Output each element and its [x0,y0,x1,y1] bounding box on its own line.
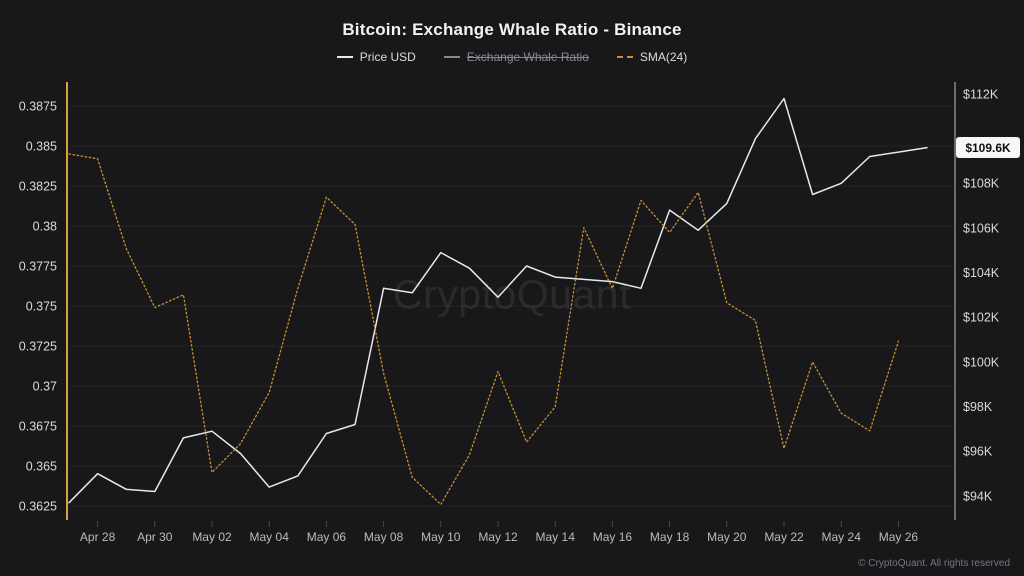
x-axis-tick-label: May 26 [879,530,919,544]
left-axis-tick-label: 0.38 [33,219,57,233]
x-axis-tick-label: May 16 [593,530,633,544]
x-axis-tick-label: May 14 [536,530,576,544]
left-axis-tick-label: 0.3725 [19,339,57,353]
x-axis-tick-label: May 06 [307,530,347,544]
price-line-swatch-icon [336,56,353,58]
left-axis-tick-label: 0.37 [33,379,57,393]
x-axis-tick-label: Apr 30 [137,530,173,544]
x-axis-tick-label: May 12 [478,530,518,544]
x-axis-tick-label: May 20 [707,530,747,544]
left-axis-tick-label: 0.3825 [19,179,57,193]
copyright-text: © CryptoQuant. All rights reserved [858,558,1010,569]
legend-item-exchange-whale-ratio[interactable]: Exchange Whale Ratio [443,50,589,64]
x-axis-tick-label: May 10 [421,530,461,544]
legend-label-sma24: SMA(24) [639,50,688,64]
legend-item-sma24[interactable]: SMA(24) [616,50,688,64]
x-axis-tick-label: May 24 [822,530,862,544]
left-axis-tick-label: 0.3875 [19,99,57,113]
right-axis-tick-label: $100K [963,355,1000,369]
cryptoquant-watermark: CryptoQuant [393,271,631,318]
x-axis-tick-label: May 22 [764,530,804,544]
right-axis-tick-label: $94K [963,489,993,503]
x-axis-tick-label: Apr 28 [80,530,116,544]
whale-ratio-line-swatch-icon [443,56,460,58]
right-axis-tick-label: $104K [963,266,1000,280]
legend-label-exchange-whale-ratio: Exchange Whale Ratio [466,50,589,64]
left-axis-tick-label: 0.365 [26,459,57,473]
page-title: Bitcoin: Exchange Whale Ratio - Binance [342,20,682,39]
current-price-badge: $109.6K [956,137,1020,158]
x-axis-tick-label: May 04 [250,530,290,544]
right-axis-tick-label: $96K [963,445,993,459]
legend: Price USD Exchange Whale Ratio SMA(24) [0,50,1024,64]
legend-item-price-usd[interactable]: Price USD [336,50,416,64]
price-line [68,97,928,504]
x-axis-tick-label: May 18 [650,530,690,544]
legend-label-price-usd: Price USD [359,50,416,64]
left-axis-tick-label: 0.3775 [19,259,57,273]
sma-line [68,153,900,506]
sma-line-swatch-icon [616,56,633,58]
x-axis-tick-label: May 08 [364,530,404,544]
right-axis-tick-label: $108K [963,177,1000,191]
left-axis-tick-label: 0.3625 [19,499,57,513]
left-axis-tick-label: 0.375 [26,299,57,313]
right-axis-tick-label: $106K [963,221,1000,235]
right-axis-tick-label: $98K [963,400,993,414]
x-axis-tick-label: May 02 [192,530,232,544]
left-axis-tick-label: 0.385 [26,139,57,153]
right-axis-tick-label: $102K [963,311,1000,325]
right-axis-tick-label: $112K [963,87,999,101]
left-axis-tick-label: 0.3675 [19,419,57,433]
